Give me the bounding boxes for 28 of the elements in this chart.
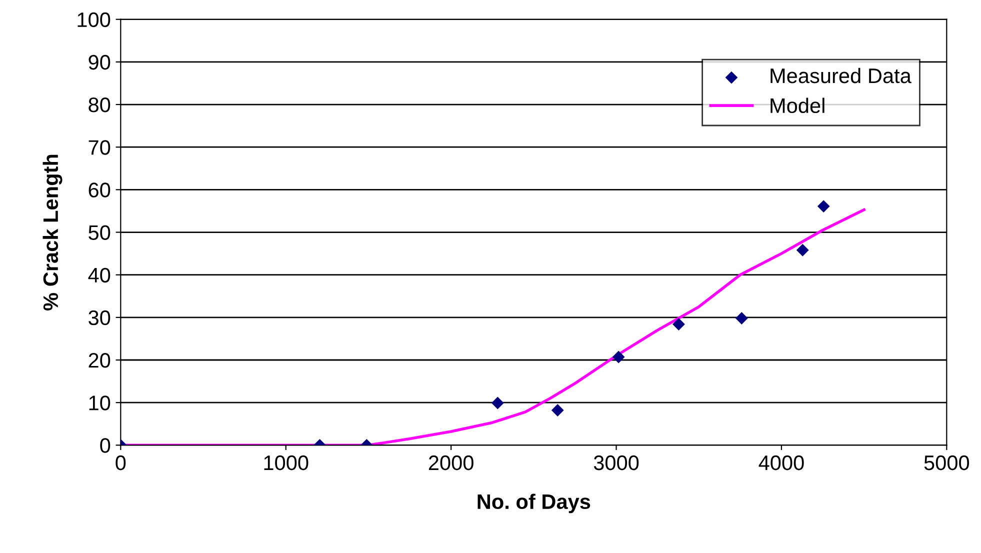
x-tick-label: 3000 — [594, 455, 639, 470]
y-tick-label: 100 — [78, 12, 110, 28]
y-tick-label: 80 — [88, 98, 110, 112]
y-axis-title: % Crack Length — [42, 154, 62, 310]
y-tick-label: 90 — [88, 54, 110, 70]
x-tick-label: 2000 — [428, 455, 474, 470]
x-axis-title: No. of Days — [478, 494, 590, 514]
y-tick-label: 30 — [88, 310, 110, 326]
point — [817, 200, 830, 212]
x-tick-label: 5000 — [924, 455, 970, 470]
y-tick-label: 70 — [88, 140, 110, 155]
x-tick-label: 1000 — [264, 455, 308, 470]
y-tick-label: 10 — [89, 396, 110, 410]
x-tick-label: 0 — [116, 455, 126, 470]
legend-label: Model — [770, 98, 824, 114]
y-tick-label: 60 — [88, 182, 110, 198]
y-tick-label: 20 — [88, 353, 110, 368]
point — [796, 244, 809, 256]
x-tick-label: 4000 — [758, 455, 804, 470]
point — [491, 396, 504, 410]
y-tick-label: 50 — [88, 225, 110, 240]
point — [551, 404, 564, 416]
y-tick-label: 40 — [88, 268, 110, 283]
legend-label: Measured Data — [770, 68, 912, 84]
point — [672, 318, 685, 330]
y-tick-label: 0 — [100, 438, 110, 453]
point — [735, 312, 748, 324]
point — [612, 350, 625, 364]
